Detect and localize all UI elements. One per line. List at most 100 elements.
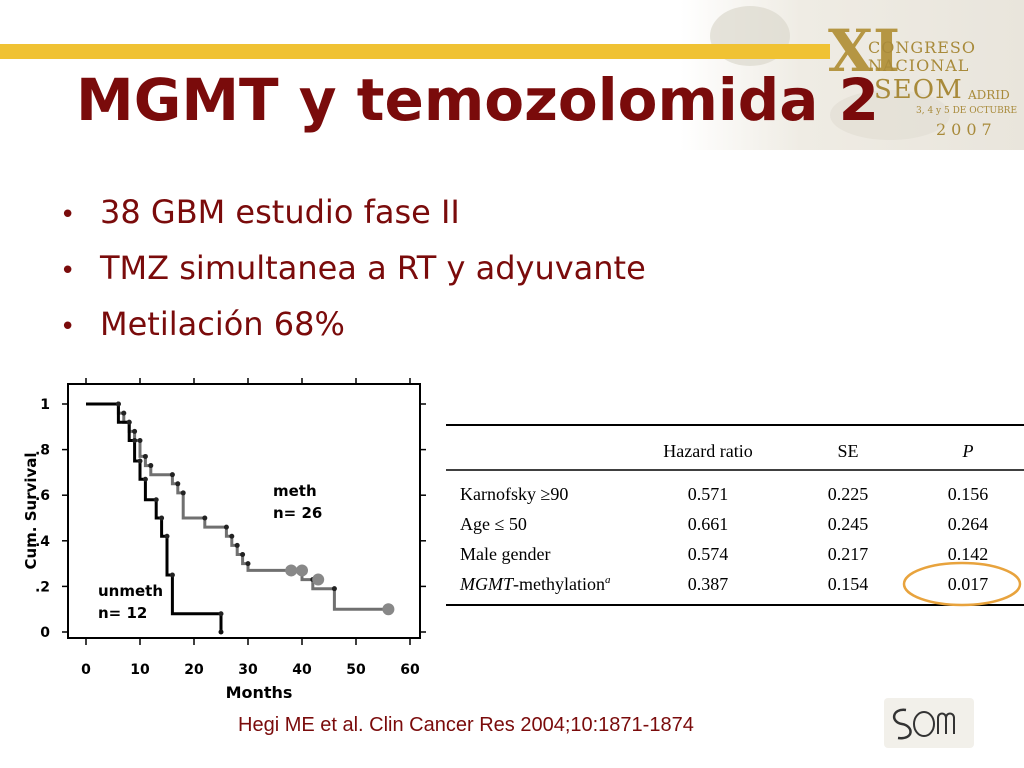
censored-mark-meth [382, 603, 395, 616]
congress-year: 2007 [936, 120, 997, 139]
hazard-table: Hazard ratio SE P Karnofsky ≥90 0.571 0.… [446, 420, 1024, 610]
event-mark-meth [331, 586, 337, 592]
cell-se: 0.217 [828, 544, 869, 564]
x-axis-label: Months [226, 683, 293, 702]
x-tick-label: 40 [292, 662, 312, 678]
survival-chart: 0 .2 .4 .6 .8 1 0 10 20 30 40 50 60 Cum. Survival M… [20, 378, 440, 708]
highlight-ring [902, 561, 1022, 607]
event-mark-meth [142, 453, 148, 459]
unmeth-count: n= 12 [98, 604, 147, 622]
y-tick-label: 1 [40, 397, 50, 413]
cell-p: 0.142 [948, 544, 989, 564]
event-mark-unmeth [153, 497, 159, 503]
meth-label: meth [273, 482, 317, 500]
series-line-meth [86, 402, 389, 611]
event-mark-meth [234, 542, 240, 548]
event-mark-unmeth [218, 629, 224, 635]
event-mark-meth [137, 437, 143, 443]
cell-hazard-ratio: 0.571 [688, 484, 729, 504]
x-tick-label: 0 [81, 662, 91, 678]
censored-mark-meth [312, 573, 325, 586]
bullet-item: • Metilación 68% [60, 302, 646, 358]
header-p: P [962, 441, 974, 461]
bullet-dot: • [60, 200, 76, 230]
event-mark-unmeth [164, 533, 170, 539]
slide-title: MGMT y temozolomida 2 [76, 66, 879, 134]
header-se: SE [837, 441, 858, 461]
event-mark-meth [240, 551, 246, 557]
plot-frame [67, 383, 421, 639]
cell-hazard-ratio: 0.387 [688, 574, 729, 594]
bullet-item: • 38 GBM estudio fase II [60, 190, 646, 246]
bullet-text: TMZ simultanea a RT y adyuvante [100, 249, 646, 287]
cell-se: 0.245 [828, 514, 869, 534]
event-mark-unmeth [159, 515, 165, 521]
meth-count: n= 26 [273, 504, 322, 522]
row-label-mgmt-rest: -methylation [513, 574, 605, 594]
x-tick-label: 60 [400, 662, 420, 678]
bullet-item: • TMZ simultanea a RT y adyuvante [60, 246, 646, 302]
seom-footer-logo [884, 698, 974, 748]
event-mark-meth [229, 533, 235, 539]
censored-mark-meth [285, 564, 298, 577]
event-mark-unmeth [218, 611, 224, 617]
congress-city: ADRID [968, 88, 1010, 102]
event-mark-meth [223, 524, 229, 530]
event-mark-meth [121, 410, 127, 416]
event-mark-meth [180, 490, 186, 496]
event-mark-meth [202, 515, 208, 521]
row-label-mgmt-gene: MGMT [459, 574, 515, 594]
bullet-list: • 38 GBM estudio fase II • TMZ simultanea … [60, 190, 646, 358]
cell-p-highlighted: 0.017 [948, 574, 989, 594]
event-mark-unmeth [169, 572, 175, 578]
censored-mark-meth [296, 564, 308, 577]
congress-watermark [680, 0, 1024, 150]
cell-hazard-ratio: 0.661 [688, 514, 729, 534]
x-tick-label: 20 [184, 662, 204, 678]
bullet-text: 38 GBM estudio fase II [100, 193, 460, 231]
event-mark-unmeth [115, 401, 121, 407]
congress-logo: XI CONGRESO NACIONAL SEOM ADRID 3, 4 y 5… [828, 22, 1024, 142]
x-tick-label: 50 [346, 662, 366, 678]
congress-numeral: XI [828, 17, 901, 85]
row-label-superscript: a [605, 574, 611, 586]
y-tick-label: .6 [35, 488, 50, 504]
cell-se: 0.225 [828, 484, 869, 504]
x-tick-label: 10 [130, 662, 150, 678]
cell-p: 0.264 [948, 514, 989, 534]
seom-logo-icon [893, 708, 955, 740]
y-axis-label: Cum. Survival [22, 452, 40, 569]
watermark-shape [830, 90, 950, 140]
event-mark-meth [245, 561, 251, 567]
bullet-dot: • [60, 256, 76, 286]
x-tick-label: 30 [238, 662, 258, 678]
row-label: Age ≤ 50 [460, 514, 527, 534]
congress-line1: CONGRESO [868, 38, 976, 57]
bullet-dot: • [60, 312, 76, 342]
unmeth-label: unmeth [98, 582, 163, 600]
row-label: Karnofsky ≥90 [460, 484, 568, 504]
congress-brand: SEOM [874, 75, 963, 105]
y-tick-label: .8 [35, 443, 50, 459]
event-mark-unmeth [132, 437, 138, 443]
citation: Hegi ME et al. Clin Cancer Res 2004;10:1… [238, 714, 694, 736]
event-mark-unmeth [142, 476, 148, 482]
cell-se: 0.154 [828, 574, 869, 594]
event-mark-unmeth [126, 419, 132, 425]
y-tick-label: .2 [35, 579, 50, 595]
row-label-mgmt: MGMT-methylationa [459, 574, 611, 594]
event-mark-meth [175, 481, 181, 487]
event-mark-unmeth [137, 458, 143, 464]
title-rule [0, 44, 830, 59]
row-label: Male gender [460, 544, 550, 564]
y-tick-label: 0 [40, 625, 50, 641]
event-mark-meth [132, 428, 138, 434]
event-mark-meth [169, 472, 175, 478]
bullet-text: Metilación 68% [100, 305, 345, 343]
congress-dates: 3, 4 y 5 DE OCTUBRE [916, 106, 1018, 116]
cell-hazard-ratio: 0.574 [688, 544, 729, 564]
cell-p: 0.156 [948, 484, 989, 504]
survival-chart-svg: 0 .2 .4 .6 .8 1 0 10 20 30 40 50 60 Cum. Survival M… [22, 378, 426, 702]
congress-line2: NACIONAL [868, 56, 970, 75]
hazard-table-svg: Hazard ratio SE P Karnofsky ≥90 0.571 0.… [446, 424, 1024, 607]
